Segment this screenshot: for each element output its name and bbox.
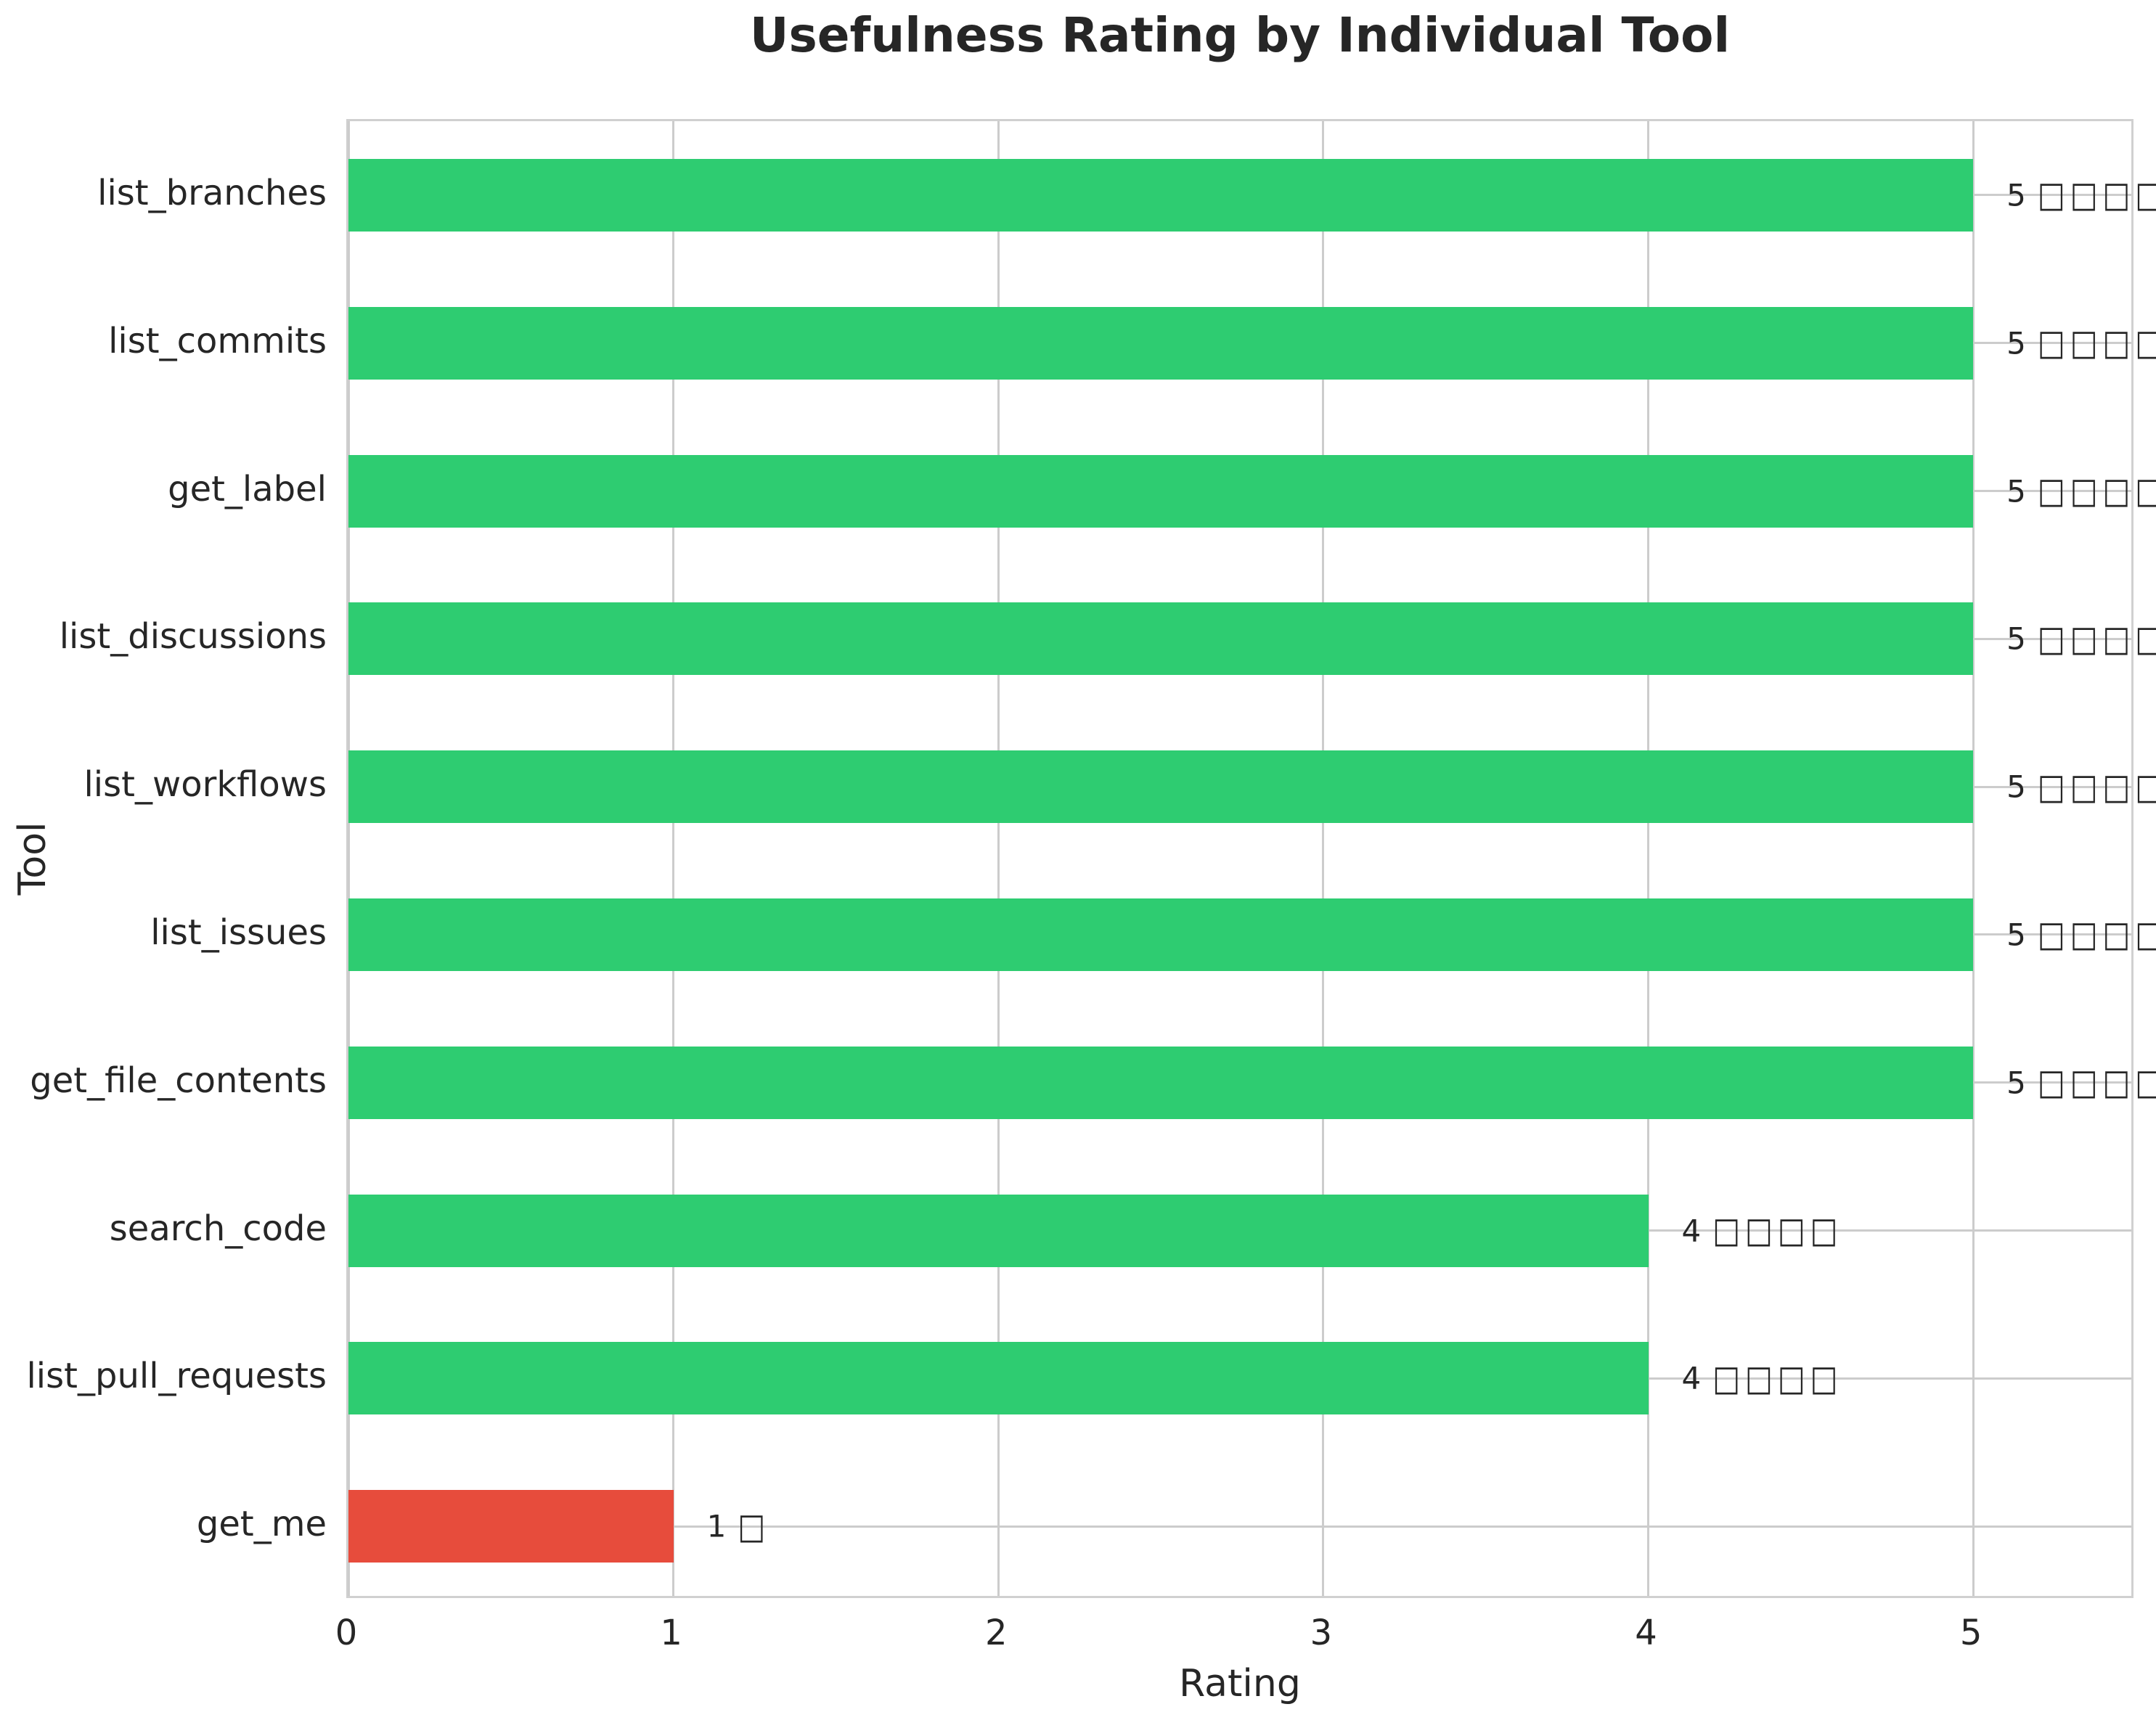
bar-value-star-glyphs: □□□□□ bbox=[2037, 1062, 2156, 1103]
bar-value-star-glyphs: □□□□□ bbox=[2037, 766, 2156, 808]
bar-list_branches bbox=[348, 158, 1974, 232]
gridline-x-4 bbox=[1647, 121, 1650, 1596]
bar-value-star-glyphs: □□□□□ bbox=[2037, 618, 2156, 660]
bar-get_me bbox=[348, 1490, 674, 1563]
y-tick-label-get_label: get_label bbox=[168, 468, 327, 509]
bar-value-label: 5 □□□□□ bbox=[2006, 917, 2156, 952]
bar-value-number: 5 bbox=[2006, 325, 2026, 361]
bar-search_code bbox=[348, 1194, 1649, 1267]
gridline-x-2 bbox=[997, 121, 1000, 1596]
bar-value-star-glyphs: □□□□ bbox=[1712, 1210, 1843, 1251]
bar-get_file_contents bbox=[348, 1046, 1974, 1119]
bar-value-number: 1 bbox=[706, 1508, 727, 1544]
gridline-x-3 bbox=[1322, 121, 1325, 1596]
gridline-x-1 bbox=[672, 121, 675, 1596]
bar-value-number: 5 bbox=[2006, 769, 2026, 805]
bar-value-star-glyphs: □□□□□ bbox=[2037, 470, 2156, 512]
bar-value-star-glyphs: □ bbox=[738, 1506, 771, 1547]
bar-value-label: 5 □□□□□ bbox=[2006, 325, 2156, 361]
y-tick-label-get_me: get_me bbox=[196, 1504, 327, 1545]
chart-title: Usefulness Rating by Individual Tool bbox=[749, 7, 1731, 63]
bar-list_discussions bbox=[348, 602, 1974, 676]
bar-value-label: 4 □□□□ bbox=[1682, 1213, 1843, 1248]
bar-value-number: 5 bbox=[2006, 917, 2026, 953]
bar-value-label: 5 □□□□□ bbox=[2006, 177, 2156, 213]
bar-value-label: 5 □□□□□ bbox=[2006, 1065, 2156, 1100]
bar-list_pull_requests bbox=[348, 1342, 1649, 1415]
bar-value-star-glyphs: □□□□□ bbox=[2037, 174, 2156, 216]
bar-value-label: 1 □ bbox=[707, 1509, 771, 1544]
y-tick-label-list_issues: list_issues bbox=[150, 912, 327, 953]
bar-value-label: 5 □□□□□ bbox=[2006, 621, 2156, 657]
gridline-x-0 bbox=[347, 121, 350, 1596]
bar-list_issues bbox=[348, 898, 1974, 971]
bar-value-number: 5 bbox=[2006, 177, 2026, 213]
y-tick-label-list_commits: list_commits bbox=[108, 320, 327, 361]
bar-value-number: 5 bbox=[2006, 1065, 2026, 1101]
gridline-y-get_me bbox=[348, 1525, 2131, 1528]
x-tick-label: 1 bbox=[660, 1613, 682, 1653]
y-tick-label-list_discussions: list_discussions bbox=[59, 616, 327, 658]
bar-value-label: 5 □□□□□ bbox=[2006, 473, 2156, 509]
bar-list_workflows bbox=[348, 750, 1974, 824]
bar-value-number: 5 bbox=[2006, 473, 2026, 509]
bar-value-label: 5 □□□□□ bbox=[2006, 769, 2156, 805]
bar-list_commits bbox=[348, 306, 1974, 380]
gridline-x-5 bbox=[1972, 121, 1975, 1596]
plot-area: 5□□□□□5□□□□□5□□□□□5□□□□□5□□□□□5□□□□□5□□□… bbox=[346, 119, 2156, 1598]
y-tick-label-search_code: search_code bbox=[109, 1208, 327, 1249]
bar-value-label: 4 □□□□ bbox=[1682, 1361, 1843, 1396]
x-tick-label: 5 bbox=[1959, 1613, 1983, 1653]
x-tick-label: 0 bbox=[335, 1613, 358, 1653]
bar-value-number: 4 bbox=[1681, 1360, 1702, 1396]
bar-value-number: 5 bbox=[2006, 621, 2026, 657]
y-tick-label-list_workflows: list_workflows bbox=[83, 764, 327, 806]
y-axis-title: Tool bbox=[11, 822, 54, 896]
y-tick-label-list_branches: list_branches bbox=[97, 172, 327, 213]
x-tick-label: 3 bbox=[1310, 1613, 1333, 1653]
x-axis-title: Rating bbox=[1179, 1662, 1301, 1705]
x-tick-label: 2 bbox=[984, 1613, 1008, 1653]
y-tick-label-get_file_contents: get_file_contents bbox=[30, 1060, 327, 1101]
x-tick-label: 4 bbox=[1635, 1613, 1657, 1653]
bar-get_label bbox=[348, 454, 1974, 528]
bar-value-star-glyphs: □□□□ bbox=[1712, 1358, 1843, 1399]
y-tick-label-list_pull_requests: list_pull_requests bbox=[26, 1356, 327, 1397]
bar-value-number: 4 bbox=[1681, 1213, 1702, 1248]
bar-value-star-glyphs: □□□□□ bbox=[2037, 322, 2156, 364]
bar-value-star-glyphs: □□□□□ bbox=[2037, 914, 2156, 955]
